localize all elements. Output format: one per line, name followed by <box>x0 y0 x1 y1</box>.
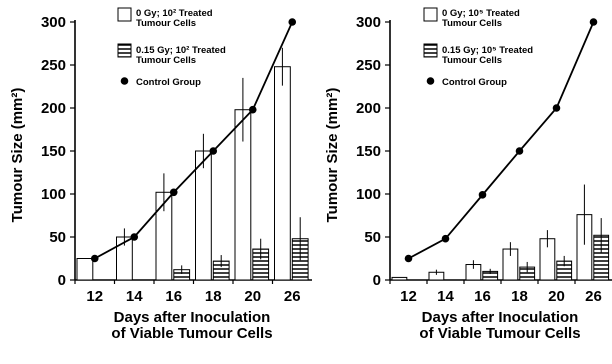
legend-label-control: Control Group <box>136 77 201 88</box>
y-axis-title: Tumour Size (mm²) <box>9 88 26 223</box>
y-tick-label: 300 <box>356 14 381 31</box>
x-tick-label: 14 <box>126 288 143 305</box>
control-point <box>552 104 561 112</box>
control-point <box>90 254 99 263</box>
legend-swatch-hatched <box>117 43 132 58</box>
bar-open <box>274 66 291 281</box>
legend-swatch-hatched <box>423 43 438 58</box>
y-tick-label: 150 <box>356 143 381 160</box>
legend-label-open: 0 Gy; 10⁵ Treated <box>442 8 520 19</box>
legend-label-open: 0 Gy; 10² Treated <box>136 8 213 19</box>
x-tick-label: 20 <box>244 288 261 305</box>
y-tick-label: 200 <box>41 100 66 117</box>
y-tick-label: 100 <box>356 186 381 203</box>
control-point <box>288 18 297 26</box>
y-tick-label: 250 <box>356 57 381 74</box>
control-point <box>248 105 257 114</box>
x-tick-label: 16 <box>474 288 491 305</box>
x-axis-title-line: of Viable Tumour Cells <box>419 325 580 342</box>
x-tick-label: 18 <box>205 288 222 305</box>
control-point <box>478 191 487 199</box>
x-tick-label: 16 <box>165 288 182 305</box>
control-point <box>441 234 450 243</box>
left-chart-panel: 0 50 100 150 200 250 300 12 14 16 18 20 26 Tumour Siz… <box>9 7 312 342</box>
x-axis-title-line: Days after Inoculation <box>422 309 579 326</box>
legend-swatch-open <box>117 7 132 22</box>
legend-label-hatched: Tumour Cells <box>442 55 502 66</box>
control-point <box>589 18 598 26</box>
x-tick-label: 26 <box>284 288 301 305</box>
control-point <box>130 233 139 241</box>
legend-label-open: Tumour Cells <box>442 18 502 29</box>
legend-label-open: Tumour Cells <box>136 18 196 29</box>
legend-marker-control <box>120 77 129 85</box>
x-axis-title-line: of Viable Tumour Cells <box>111 325 272 342</box>
legend-label-hatched: 0.15 Gy; 10² Treated <box>136 45 226 56</box>
legend-label-hatched: Tumour Cells <box>136 55 196 66</box>
control-point <box>209 147 218 155</box>
legend-label-hatched: 0.15 Gy; 10⁵ Treated <box>442 45 533 56</box>
bar-open <box>195 150 212 281</box>
x-tick-label: 12 <box>400 288 417 305</box>
y-tick-label: 250 <box>41 57 66 74</box>
x-tick-label: 12 <box>86 288 103 305</box>
bar-open <box>391 276 408 281</box>
y-tick-label: 150 <box>41 143 66 160</box>
x-tick-label: 26 <box>585 288 602 305</box>
x-tick-label: 14 <box>437 288 454 305</box>
control-series-line <box>408 21 595 260</box>
y-tick-label: 50 <box>49 229 66 246</box>
y-axis-title: Tumour Size (mm²) <box>324 88 341 223</box>
bar-open <box>76 258 94 281</box>
control-series-line <box>94 21 294 260</box>
legend-label-control: Control Group <box>442 77 507 88</box>
x-tick-label: 20 <box>548 288 565 305</box>
y-tick-label: 50 <box>364 229 381 246</box>
y-tick-label: 200 <box>356 100 381 117</box>
y-tick-label: 300 <box>41 14 66 31</box>
x-tick-label: 18 <box>511 288 528 305</box>
legend-swatch-open <box>423 7 438 22</box>
control-point <box>515 147 524 155</box>
y-tick-label: 100 <box>41 186 66 203</box>
right-chart-panel: 0 50 100 150 200 250 300 12 14 16 18 20 26 Tumour Siz… <box>324 7 612 342</box>
legend-marker-control <box>426 77 435 85</box>
y-tick-label: 0 <box>58 272 66 289</box>
y-tick-label: 0 <box>373 272 381 289</box>
x-axis-title-line: Days after Inoculation <box>114 309 271 326</box>
control-point <box>169 188 178 197</box>
control-point <box>404 254 413 263</box>
